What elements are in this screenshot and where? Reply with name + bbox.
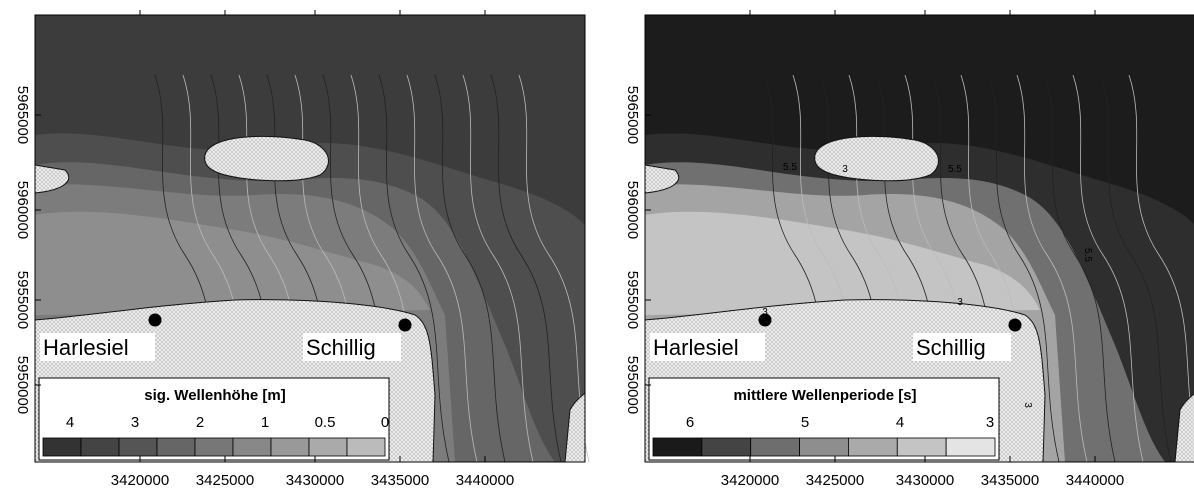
- contour-label: 3: [1022, 402, 1033, 408]
- legend-label: 2: [196, 414, 204, 431]
- legend-swatch: [800, 438, 849, 456]
- legend-label: 4: [66, 414, 74, 431]
- x-tick-label: 3440000: [456, 472, 514, 489]
- legend-label: 1: [261, 414, 269, 431]
- legend-title: mittlere Wellenperiode [s]: [733, 387, 916, 404]
- legend-swatch: [702, 438, 751, 456]
- legend-swatch: [43, 438, 81, 456]
- figure: Harlesiel Schillig sig. Wellenhöhe [m] 4 3 2 1…: [0, 0, 1194, 500]
- legend-label: 3: [986, 414, 994, 431]
- legend-label: 0.5: [315, 414, 336, 431]
- contour-label: 3: [842, 164, 848, 175]
- y-tick-label: 5955000: [624, 271, 641, 329]
- y-tick-label: 5955000: [14, 271, 31, 329]
- legend-swatch: [119, 438, 157, 456]
- map-panel: Harlesiel Schillig 5.5 3 5.5 5.5 3 3 3 mittlere W…: [624, 10, 1194, 489]
- place-marker: [149, 314, 162, 327]
- legend-swatch: [897, 438, 946, 456]
- contour-label: 5.5: [1082, 248, 1093, 262]
- y-tick-label: 5965000: [624, 86, 641, 144]
- y-tick-label: 5950000: [624, 356, 641, 414]
- legend-swatch: [347, 438, 385, 456]
- place-label: Schillig: [306, 335, 376, 360]
- y-tick-label: 5965000: [14, 86, 31, 144]
- contour-label: 5.5: [783, 162, 797, 173]
- legend-label: 4: [896, 414, 904, 431]
- legend-swatch: [848, 438, 897, 456]
- land: [205, 136, 329, 180]
- x-tick-label: 3435000: [371, 472, 429, 489]
- place-marker: [1009, 319, 1022, 332]
- contour-label: 3: [957, 297, 963, 308]
- legend-swatch: [751, 438, 800, 456]
- legend-swatch: [653, 438, 702, 456]
- place-marker: [399, 319, 412, 332]
- legend-swatch: [233, 438, 271, 456]
- x-tick-label: 3430000: [896, 472, 954, 489]
- x-tick-label: 3440000: [1066, 472, 1124, 489]
- y-tick-label: 5960000: [624, 181, 641, 239]
- legend-label: 6: [686, 414, 694, 431]
- place-label: Harlesiel: [653, 335, 739, 360]
- legend-swatch: [157, 438, 195, 456]
- x-tick-label: 3430000: [286, 472, 344, 489]
- legend-title: sig. Wellenhöhe [m]: [144, 387, 285, 404]
- land: [815, 136, 939, 180]
- x-tick-label: 3435000: [981, 472, 1039, 489]
- y-tick-label: 5960000: [14, 181, 31, 239]
- legend-swatch: [309, 438, 347, 456]
- place-label: Harlesiel: [43, 335, 129, 360]
- y-tick-label: 5950000: [14, 356, 31, 414]
- legend-label: 0: [381, 414, 389, 431]
- x-tick-label: 3420000: [721, 472, 779, 489]
- contour-label: 5.5: [948, 164, 962, 175]
- place-label: Schillig: [916, 335, 986, 360]
- map-panel: Harlesiel Schillig sig. Wellenhöhe [m] 4 3 2 1…: [14, 10, 589, 489]
- legend-label: 3: [131, 414, 139, 431]
- legend-label: 5: [801, 414, 809, 431]
- legend-swatch: [271, 438, 309, 456]
- x-tick-label: 3425000: [806, 472, 864, 489]
- contour-label: 3: [762, 307, 768, 318]
- legend-swatch: [81, 438, 119, 456]
- legend-swatch: [946, 438, 995, 456]
- x-tick-label: 3420000: [111, 472, 169, 489]
- x-tick-label: 3425000: [196, 472, 254, 489]
- legend-swatch: [195, 438, 233, 456]
